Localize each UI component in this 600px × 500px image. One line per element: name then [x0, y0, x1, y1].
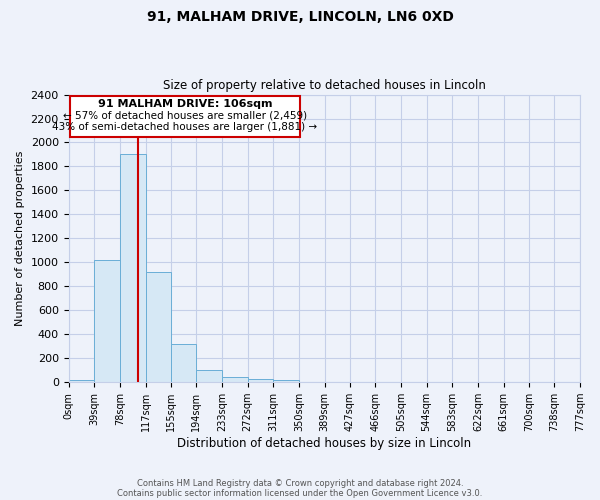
Y-axis label: Number of detached properties: Number of detached properties [15, 150, 25, 326]
Text: 43% of semi-detached houses are larger (1,881) →: 43% of semi-detached houses are larger (… [52, 122, 317, 132]
Bar [68, 380, 94, 382]
Text: 91 MALHAM DRIVE: 106sqm: 91 MALHAM DRIVE: 106sqm [98, 100, 272, 110]
Bar [248, 379, 273, 382]
FancyBboxPatch shape [70, 96, 300, 137]
Bar [222, 377, 248, 382]
Bar [273, 380, 299, 382]
Text: Contains public sector information licensed under the Open Government Licence v3: Contains public sector information licen… [118, 488, 482, 498]
Title: Size of property relative to detached houses in Lincoln: Size of property relative to detached ho… [163, 79, 486, 92]
X-axis label: Distribution of detached houses by size in Lincoln: Distribution of detached houses by size … [177, 437, 472, 450]
Bar [146, 272, 171, 382]
Bar [120, 154, 146, 382]
Text: Contains HM Land Registry data © Crown copyright and database right 2024.: Contains HM Land Registry data © Crown c… [137, 478, 463, 488]
Text: ← 57% of detached houses are smaller (2,459): ← 57% of detached houses are smaller (2,… [63, 110, 307, 120]
Text: 91, MALHAM DRIVE, LINCOLN, LN6 0XD: 91, MALHAM DRIVE, LINCOLN, LN6 0XD [146, 10, 454, 24]
Bar [170, 344, 196, 382]
Bar [94, 260, 120, 382]
Bar [196, 370, 222, 382]
